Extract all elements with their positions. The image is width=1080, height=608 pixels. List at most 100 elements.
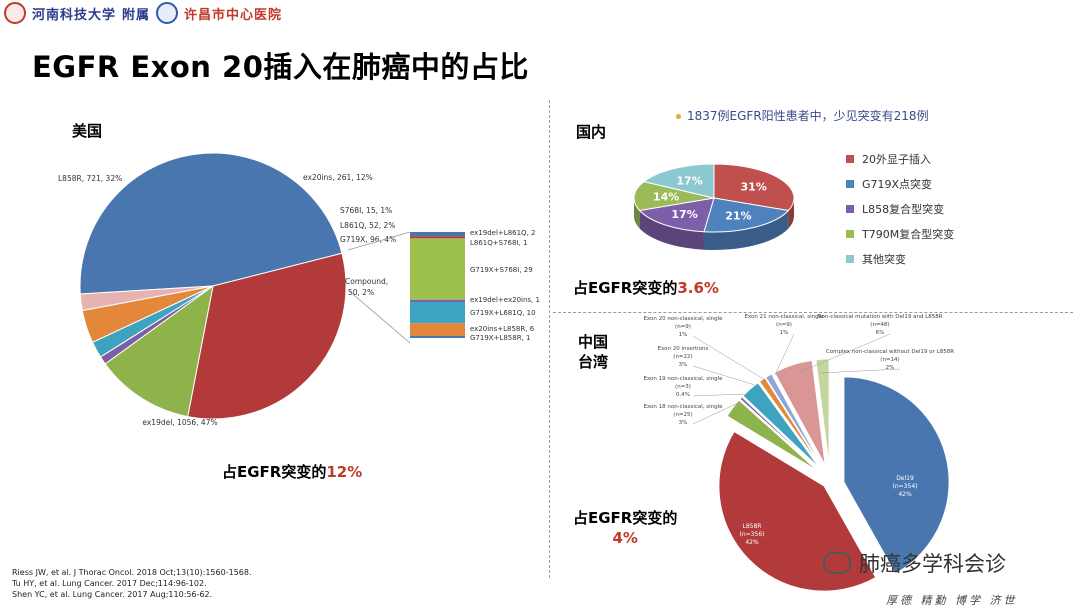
taiwan-slice-pct: 42% [745,539,759,546]
legend-label: 其他突变 [862,252,906,266]
usa-slice-label: G719X, 96, 4% [340,235,396,244]
taiwan-slice-count: (n=9) [675,324,691,330]
vertical-divider [549,100,550,578]
usa-label: 美国 [72,122,103,140]
compound-label: G719X+L858R, 1 [470,334,530,342]
china-label: 国内 [576,123,607,141]
university-name: 河南科技大学 [32,7,117,23]
taiwan-slice-count: (n=354) [893,483,918,490]
taiwan-pie-slice [774,360,826,465]
compound-bar-segment [410,299,465,302]
taiwan-slice-pct: 42% [898,491,912,498]
legend-item: G719X点突变 [846,171,954,196]
references: Riess JW, et al. J Thorac Oncol. 2018 Oc… [12,567,251,600]
taiwan-slice-name: Exon 19 non-classical, single [643,376,723,382]
taiwan-share-prefix: 占EGFR突变的 [573,509,678,527]
china-pie-side [788,198,794,229]
usa-pie-slice [104,284,214,418]
taiwan-slice-name: Exon 20 insertions [658,346,709,352]
horizontal-divider [553,312,1073,313]
reference-item: Riess JW, et al. J Thorac Oncol. 2018 Oc… [12,568,252,577]
taiwan-share-value: 4% [612,529,638,547]
legend-item: T790M复合型突变 [846,221,954,246]
usa-slice-label: Compound, [345,277,388,286]
legend-swatch [846,254,854,263]
china-pie-slice [703,197,790,233]
china-share-value: 3.6% [677,279,719,297]
taiwan-slice-pct: 3% [679,362,688,368]
china-share-prefix: 占EGFR突变的 [573,279,678,297]
affiliated-label: 附属 [122,7,151,23]
taiwan-slice-count: (n=9) [776,322,792,328]
taiwan-slice-count: (n=22) [673,354,692,360]
leader-line [692,335,766,381]
taiwan-slice-count: (n=25) [673,412,692,418]
taiwan-pie-slice [742,382,820,469]
compound-label: G719X+L681Q, 10 [470,309,536,317]
taiwan-slice-count: (n=14) [880,357,899,363]
hospital-name: 许昌市中心医院 [184,7,283,23]
taiwan-label-line1: 中国 [578,333,609,351]
usa-slice-label: S768I, 15, 1% [340,206,392,215]
leader-line [799,333,891,373]
taiwan-pie-slice [758,377,822,467]
china-pie-slice [642,163,715,199]
legend-item: 20外显子插入 [846,146,954,171]
china-pct-label: 17% [676,174,702,187]
usa-pie-slice [79,285,214,312]
taiwan-slice-name: Exon 21 non-classical, single [744,314,824,320]
taiwan-slice-name: L858R [743,523,762,530]
taiwan-slice-pct: 2% [886,365,895,371]
usa-pie-slice [187,252,347,420]
legend-swatch [846,229,854,238]
taiwan-slice-name: Complex non-classical without Del19 or L… [826,349,954,355]
leader-line [692,365,756,386]
motto: 厚德 精勤 博学 济世 [886,594,1018,607]
legend-label: G719X点突变 [862,177,933,191]
china-note: 1837例EGFR阳性患者中，少见突变有218例 [676,107,929,124]
leader-line [774,333,795,376]
china-note-text: 1837例EGFR阳性患者中，少见突变有218例 [687,109,929,123]
connector-line [347,231,411,251]
taiwan-slice-name: Exon 18 non-classical, single [643,404,723,410]
hospital-logo-icon [156,2,179,24]
china-pct-label: 14% [653,191,679,204]
taiwan-slice-pct: 6% [876,330,885,336]
usa-share-value: 12% [326,463,363,481]
taiwan-label: 中国 台湾 [578,332,608,372]
compound-bar-segment [410,335,465,338]
wechat-icon [823,552,851,574]
usa-slice-label: 50, 2% [348,288,374,297]
taiwan-slice-count: (n=48) [870,322,889,328]
taiwan-slice-count: (n=356) [740,531,765,538]
usa-slice-label: L858R, 721, 32% [58,174,122,183]
taiwan-pie-slice [843,376,950,575]
compound-bar-segment [410,301,465,324]
legend-label: L858复合型突变 [862,202,945,216]
compound-bar-segment [410,238,465,300]
legend-item: 其他突变 [846,246,954,271]
legend-swatch [846,204,854,213]
china-share: 占EGFR突变的3.6% [573,277,719,298]
compound-label: L861Q+S768I, 1 [470,239,527,247]
header-bar: 河南科技大学 附属 许昌市中心医院 [0,0,1080,26]
taiwan-slice-pct: 0.4% [676,392,690,398]
taiwan-slice-name: Non-classical mutation with Del19 and L8… [817,314,942,320]
china-pie-side [634,198,640,229]
taiwan-pie-slice [815,358,830,465]
compound-label: ex20ins+L858R, 6 [470,325,535,333]
usa-slice-label: ex20ins, 261, 12% [303,173,373,182]
taiwan-slice-pct: 1% [780,330,789,336]
university-logo-icon [4,2,26,24]
china-pie-slice [638,197,715,233]
usa-share: 占EGFR突变的12% [222,461,362,482]
compound-bar-segment [410,236,465,239]
taiwan-pie-slice [726,399,818,471]
watermark-text: 肺癌多学科会诊 [859,552,1006,576]
compound-label: G719X+S768I, 29 [470,266,533,274]
taiwan-slice-pct: 1% [679,332,688,338]
china-pie-side [703,210,789,250]
usa-pie-slice [79,152,343,295]
